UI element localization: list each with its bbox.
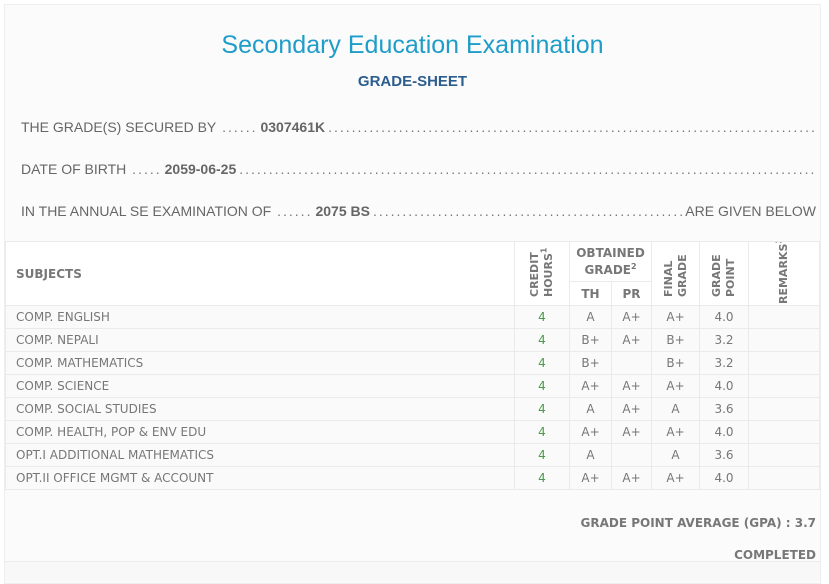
cell-subject: OPT.I ADDITIONAL MATHEMATICS: [5, 443, 515, 467]
cell-th: A+: [569, 374, 612, 398]
cell-credit: 4: [514, 466, 570, 490]
header-th: TH: [569, 281, 612, 306]
cell-final: A+: [651, 466, 701, 490]
cell-credit: 4: [514, 443, 570, 467]
dob-label: DATE OF BIRTH: [21, 161, 127, 177]
cell-th: B+: [569, 328, 612, 352]
cell-remarks: [748, 420, 820, 444]
cell-credit: 4: [514, 305, 570, 329]
cell-th: A+: [569, 420, 612, 444]
cell-pr: A+: [610, 466, 653, 490]
cell-final: A: [651, 397, 701, 421]
cell-gp: 4.0: [699, 305, 750, 329]
table-row: COMP. HEALTH, POP & ENV EDU 4 A+ A+ A+ 4.0: [5, 420, 820, 444]
cell-gp: 4.0: [699, 466, 750, 490]
table-row: COMP. SOCIAL STUDIES 4 A A+ A 3.6: [5, 397, 820, 421]
table-row: OPT.II OFFICE MGMT & ACCOUNT 4 A+ A+ A+ 4.0: [5, 466, 820, 490]
cell-gp: 3.2: [699, 351, 750, 375]
cell-subject: COMP. SCIENCE: [5, 374, 515, 398]
cell-pr: A+: [610, 420, 653, 444]
cell-remarks: [748, 351, 820, 375]
cell-final: A+: [651, 305, 701, 329]
cell-pr: A+: [610, 374, 653, 398]
cell-remarks: [748, 328, 820, 352]
cell-credit: 4: [514, 397, 570, 421]
header-subjects: SUBJECTS: [5, 241, 515, 306]
cell-credit: 4: [514, 328, 570, 352]
cell-remarks: [748, 443, 820, 467]
cell-remarks: [748, 466, 820, 490]
cell-pr: A+: [610, 397, 653, 421]
header-obtained: OBTAINED GRADE2: [568, 241, 653, 282]
cell-gp: 3.6: [699, 397, 750, 421]
cell-credit: 4: [514, 351, 570, 375]
cell-gp: 4.0: [699, 420, 750, 444]
cell-remarks: [748, 397, 820, 421]
dots: ........................................…: [372, 203, 686, 219]
header-final: FINAL GRADE: [651, 241, 701, 306]
table-row: COMP. SCIENCE 4 A+ A+ A+ 4.0: [5, 374, 820, 398]
cell-gp: 3.6: [699, 443, 750, 467]
table-row: COMP. ENGLISH 4 A A+ A+ 4.0: [5, 305, 820, 329]
grade-sheet-card: Secondary Education Examination GRADE-SH…: [4, 4, 821, 584]
cell-final: A: [651, 443, 701, 467]
cell-pr: A+: [610, 328, 653, 352]
exam-label: IN THE ANNUAL SE EXAMINATION OF: [21, 203, 272, 219]
footer-strip: [5, 561, 820, 581]
header-remarks: REMARKS3: [748, 241, 820, 306]
table-row: OPT.I ADDITIONAL MATHEMATICS 4 A A 3.6: [5, 443, 820, 467]
cell-subject: COMP. HEALTH, POP & ENV EDU: [5, 420, 515, 444]
cell-pr: [610, 443, 653, 467]
cell-th: A: [569, 443, 612, 467]
secured-label: THE GRADE(S) SECURED BY: [21, 119, 217, 135]
header-credit: CREDIT HOURS1: [514, 241, 570, 306]
cell-th: B+: [569, 351, 612, 375]
header-pr: PR: [610, 281, 653, 306]
status: COMPLETED: [734, 548, 816, 562]
cell-pr: [610, 351, 653, 375]
table-row: COMP. MATHEMATICS 4 B+ B+ 3.2: [5, 351, 820, 375]
cell-gp: 4.0: [699, 374, 750, 398]
cell-remarks: [748, 374, 820, 398]
exam-year: 2075 BS: [315, 203, 370, 219]
cell-subject: COMP. ENGLISH: [5, 305, 515, 329]
dots: ......: [271, 203, 313, 219]
dob-line: DATE OF BIRTH ..... 2059-06-25...........…: [21, 161, 816, 177]
symbol-number: 0307461K: [260, 119, 326, 135]
given-below: ARE GIVEN BELOW: [685, 203, 816, 219]
dots: .....: [126, 161, 162, 177]
page-title: Secondary Education Examination: [221, 31, 604, 59]
cell-remarks: [748, 305, 820, 329]
header-grade-point: GRADE POINT: [699, 241, 750, 306]
dob-value: 2059-06-25: [164, 161, 237, 177]
cell-final: B+: [651, 328, 701, 352]
cell-final: A+: [651, 374, 701, 398]
exam-line: IN THE ANNUAL SE EXAMINATION OF ...... 20…: [21, 203, 816, 219]
grades-table: SUBJECTS CREDIT HOURS1 OBTAINED GRADE2 F…: [5, 241, 820, 490]
cell-th: A: [569, 305, 612, 329]
cell-final: B+: [651, 351, 701, 375]
dots: ........................................…: [328, 119, 816, 135]
cell-th: A: [569, 397, 612, 421]
secured-by-line: THE GRADE(S) SECURED BY ...... 0307461K..…: [21, 119, 816, 135]
cell-credit: 4: [514, 420, 570, 444]
cell-th: A+: [569, 466, 612, 490]
dots: ......: [216, 119, 258, 135]
cell-pr: A+: [610, 305, 653, 329]
cell-subject: COMP. MATHEMATICS: [5, 351, 515, 375]
cell-gp: 3.2: [699, 328, 750, 352]
cell-final: A+: [651, 420, 701, 444]
dots: ........................................…: [239, 161, 816, 177]
cell-subject: COMP. SOCIAL STUDIES: [5, 397, 515, 421]
gpa-summary: GRADE POINT AVERAGE (GPA) : 3.7: [580, 516, 817, 530]
cell-subject: OPT.II OFFICE MGMT & ACCOUNT: [5, 466, 515, 490]
cell-subject: COMP. NEPALI: [5, 328, 515, 352]
page-subtitle: GRADE-SHEET: [357, 73, 468, 90]
cell-credit: 4: [514, 374, 570, 398]
table-row: COMP. NEPALI 4 B+ A+ B+ 3.2: [5, 328, 820, 352]
